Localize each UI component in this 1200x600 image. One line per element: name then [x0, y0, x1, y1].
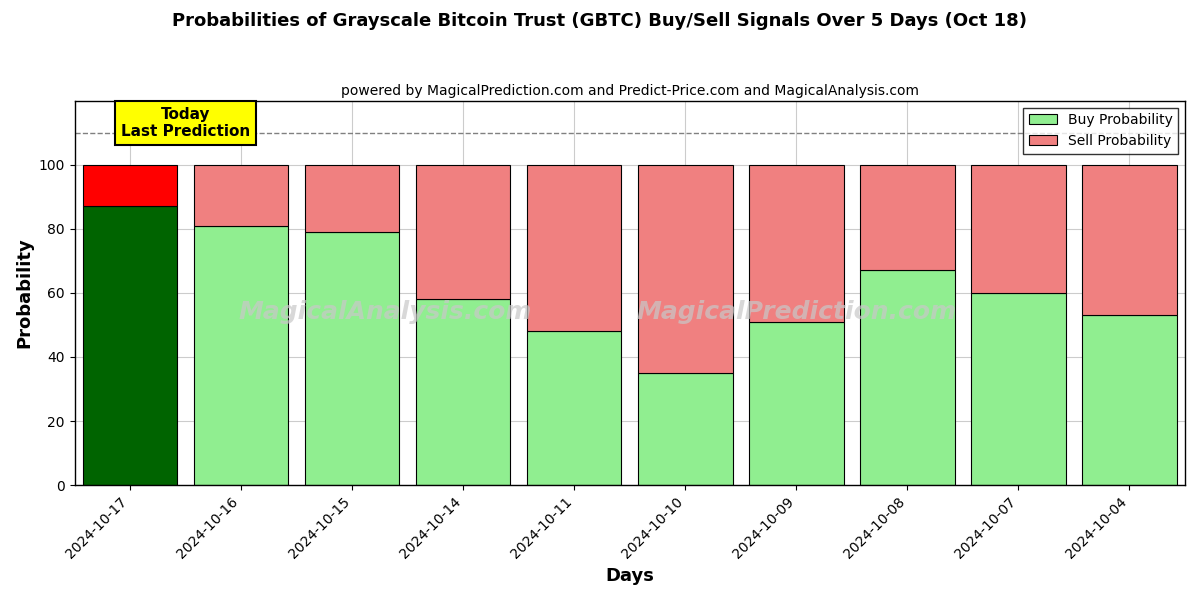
X-axis label: Days: Days: [605, 567, 654, 585]
Bar: [527, 331, 622, 485]
Bar: [305, 232, 400, 485]
Text: MagicalAnalysis.com: MagicalAnalysis.com: [239, 300, 533, 324]
Bar: [860, 271, 955, 485]
Text: Today
Last Prediction: Today Last Prediction: [121, 107, 251, 139]
Y-axis label: Probability: Probability: [16, 238, 34, 348]
Bar: [83, 206, 178, 485]
Text: MagicalPrediction.com: MagicalPrediction.com: [636, 300, 956, 324]
Text: Probabilities of Grayscale Bitcoin Trust (GBTC) Buy/Sell Signals Over 5 Days (Oc: Probabilities of Grayscale Bitcoin Trust…: [173, 12, 1027, 30]
Bar: [83, 164, 178, 206]
Bar: [638, 373, 732, 485]
Bar: [749, 322, 844, 485]
Bar: [194, 164, 288, 226]
Title: powered by MagicalPrediction.com and Predict-Price.com and MagicalAnalysis.com: powered by MagicalPrediction.com and Pre…: [341, 84, 919, 98]
Bar: [527, 164, 622, 331]
Bar: [416, 164, 510, 299]
Bar: [971, 164, 1066, 293]
Bar: [194, 226, 288, 485]
Bar: [305, 164, 400, 232]
Bar: [749, 164, 844, 322]
Bar: [971, 293, 1066, 485]
Bar: [416, 299, 510, 485]
Bar: [860, 164, 955, 271]
Legend: Buy Probability, Sell Probability: Buy Probability, Sell Probability: [1024, 107, 1178, 154]
Bar: [1082, 164, 1177, 315]
Bar: [1082, 315, 1177, 485]
Bar: [638, 164, 732, 373]
